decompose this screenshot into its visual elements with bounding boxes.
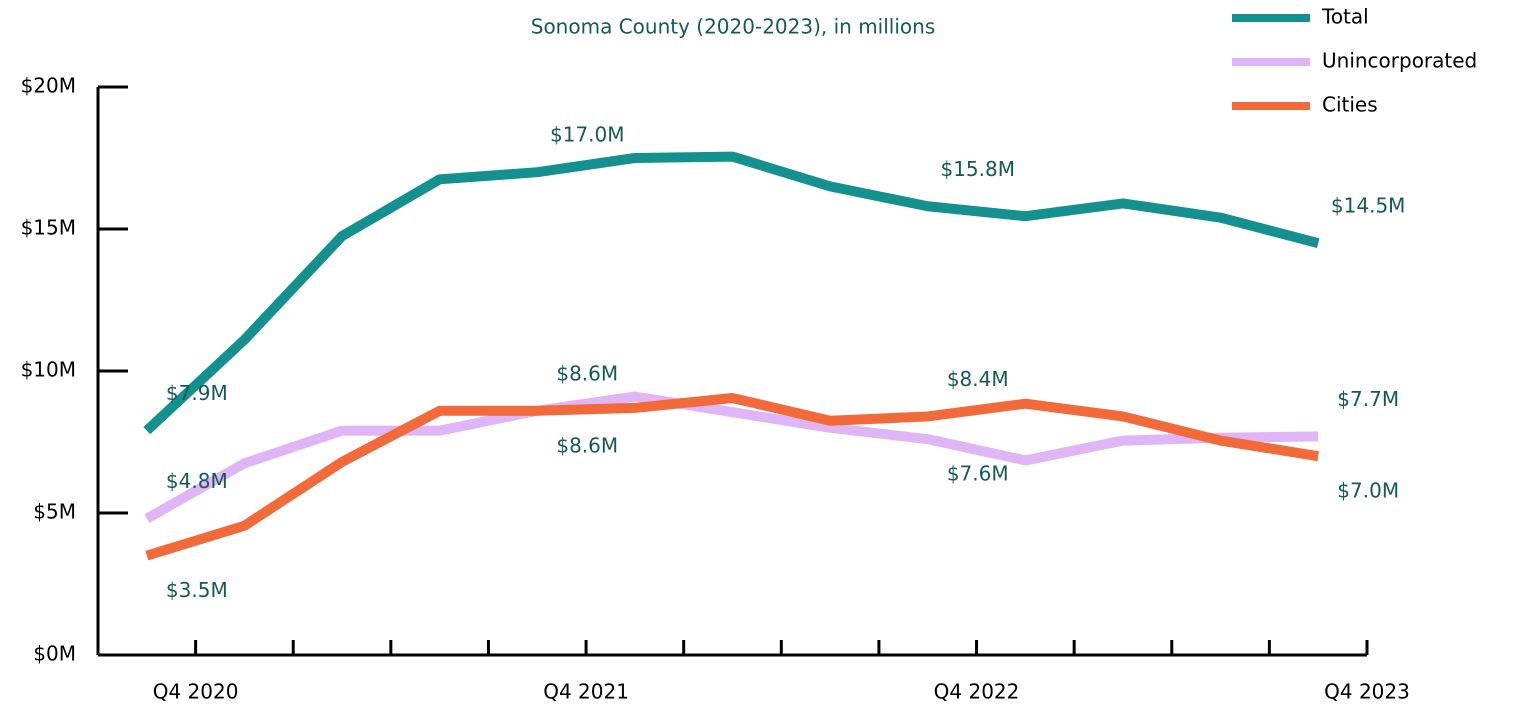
data-label: $8.6M bbox=[556, 361, 618, 385]
legend-label: Cities bbox=[1322, 93, 1378, 117]
data-label: $7.9M bbox=[166, 381, 228, 405]
data-label: $3.5M bbox=[166, 578, 228, 602]
y-tick-label: $15M bbox=[21, 216, 76, 240]
data-label: $7.6M bbox=[947, 462, 1009, 486]
legend-label: Total bbox=[1321, 5, 1369, 29]
x-tick-label: Q4 2023 bbox=[1324, 680, 1410, 704]
y-tick-label: $10M bbox=[21, 358, 76, 382]
y-tick-label: $0M bbox=[33, 642, 76, 666]
data-label: $8.4M bbox=[947, 367, 1009, 391]
data-label: $4.8M bbox=[166, 469, 228, 493]
series-line bbox=[144, 391, 1319, 524]
data-label: $14.5M bbox=[1331, 194, 1406, 218]
series-line bbox=[143, 151, 1320, 435]
x-tick-label: Q4 2020 bbox=[153, 680, 239, 704]
series-line bbox=[145, 392, 1319, 561]
x-tick-label: Q4 2021 bbox=[543, 680, 629, 704]
data-label: $8.6M bbox=[556, 433, 618, 457]
y-tick-label: $5M bbox=[33, 500, 76, 524]
data-label: $7.7M bbox=[1337, 387, 1399, 411]
data-label: $15.8M bbox=[940, 157, 1015, 181]
data-label: $7.0M bbox=[1337, 479, 1399, 503]
legend-label: Unincorporated bbox=[1322, 49, 1477, 73]
data-label: $17.0M bbox=[550, 123, 625, 147]
x-tick-label: Q4 2022 bbox=[934, 680, 1020, 704]
chart-subtitle: Sonoma County (2020-2023), in millions bbox=[531, 15, 936, 39]
y-tick-label: $20M bbox=[21, 74, 76, 98]
